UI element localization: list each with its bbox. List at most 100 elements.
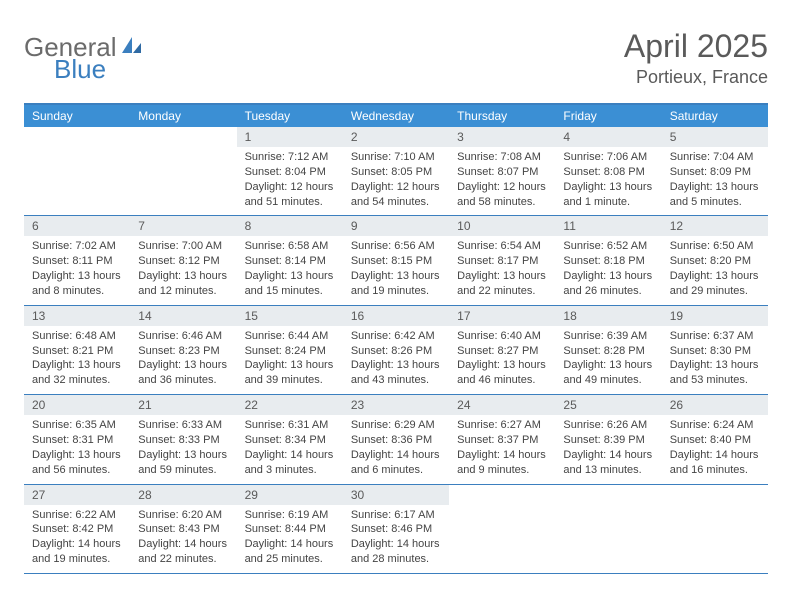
daylight-text: Daylight: 13 hours and 53 minutes.	[670, 358, 760, 388]
day-cell: 23Sunrise: 6:29 AMSunset: 8:36 PMDayligh…	[343, 395, 449, 483]
sunset-text: Sunset: 8:24 PM	[245, 344, 335, 359]
day-details: Sunrise: 6:27 AMSunset: 8:37 PMDaylight:…	[449, 415, 555, 483]
sunrise-text: Sunrise: 6:39 AM	[563, 329, 653, 344]
weeks-container: 1Sunrise: 7:12 AMSunset: 8:04 PMDaylight…	[24, 127, 768, 574]
daylight-text: Daylight: 13 hours and 22 minutes.	[457, 269, 547, 299]
daylight-text: Daylight: 14 hours and 22 minutes.	[138, 537, 228, 567]
day-cell: 21Sunrise: 6:33 AMSunset: 8:33 PMDayligh…	[130, 395, 236, 483]
sunset-text: Sunset: 8:42 PM	[32, 522, 122, 537]
day-number: 21	[130, 395, 236, 415]
sunset-text: Sunset: 8:31 PM	[32, 433, 122, 448]
sunset-text: Sunset: 8:11 PM	[32, 254, 122, 269]
sunrise-text: Sunrise: 6:46 AM	[138, 329, 228, 344]
sunset-text: Sunset: 8:46 PM	[351, 522, 441, 537]
sunrise-text: Sunrise: 6:44 AM	[245, 329, 335, 344]
day-cell: 14Sunrise: 6:46 AMSunset: 8:23 PMDayligh…	[130, 306, 236, 394]
day-number	[662, 485, 768, 505]
sunset-text: Sunset: 8:05 PM	[351, 165, 441, 180]
week-row: 27Sunrise: 6:22 AMSunset: 8:42 PMDayligh…	[24, 485, 768, 574]
day-details: Sunrise: 6:40 AMSunset: 8:27 PMDaylight:…	[449, 326, 555, 394]
day-details: Sunrise: 6:42 AMSunset: 8:26 PMDaylight:…	[343, 326, 449, 394]
day-details: Sunrise: 6:17 AMSunset: 8:46 PMDaylight:…	[343, 505, 449, 573]
daylight-text: Daylight: 12 hours and 54 minutes.	[351, 180, 441, 210]
day-cell: 29Sunrise: 6:19 AMSunset: 8:44 PMDayligh…	[237, 485, 343, 573]
day-cell: 3Sunrise: 7:08 AMSunset: 8:07 PMDaylight…	[449, 127, 555, 215]
daylight-text: Daylight: 13 hours and 36 minutes.	[138, 358, 228, 388]
sunset-text: Sunset: 8:17 PM	[457, 254, 547, 269]
sunrise-text: Sunrise: 6:19 AM	[245, 508, 335, 523]
day-details: Sunrise: 6:58 AMSunset: 8:14 PMDaylight:…	[237, 236, 343, 304]
day-number: 3	[449, 127, 555, 147]
empty-cell	[662, 485, 768, 573]
day-details: Sunrise: 7:12 AMSunset: 8:04 PMDaylight:…	[237, 147, 343, 215]
day-number: 16	[343, 306, 449, 326]
daylight-text: Daylight: 13 hours and 49 minutes.	[563, 358, 653, 388]
sunrise-text: Sunrise: 6:26 AM	[563, 418, 653, 433]
day-number: 11	[555, 216, 661, 236]
sunrise-text: Sunrise: 6:24 AM	[670, 418, 760, 433]
sunrise-text: Sunrise: 7:08 AM	[457, 150, 547, 165]
daylight-text: Daylight: 14 hours and 9 minutes.	[457, 448, 547, 478]
day-cell: 6Sunrise: 7:02 AMSunset: 8:11 PMDaylight…	[24, 216, 130, 304]
sunrise-text: Sunrise: 7:00 AM	[138, 239, 228, 254]
daylight-text: Daylight: 13 hours and 19 minutes.	[351, 269, 441, 299]
sunset-text: Sunset: 8:04 PM	[245, 165, 335, 180]
daylight-text: Daylight: 13 hours and 15 minutes.	[245, 269, 335, 299]
sunset-text: Sunset: 8:30 PM	[670, 344, 760, 359]
day-details: Sunrise: 7:06 AMSunset: 8:08 PMDaylight:…	[555, 147, 661, 215]
sunrise-text: Sunrise: 7:04 AM	[670, 150, 760, 165]
day-number: 18	[555, 306, 661, 326]
sunset-text: Sunset: 8:21 PM	[32, 344, 122, 359]
day-number	[555, 485, 661, 505]
day-number	[24, 127, 130, 147]
daylight-text: Daylight: 12 hours and 58 minutes.	[457, 180, 547, 210]
sunset-text: Sunset: 8:44 PM	[245, 522, 335, 537]
daylight-text: Daylight: 13 hours and 39 minutes.	[245, 358, 335, 388]
calendar-page: General April 2025 Portieux, France Blue…	[0, 0, 792, 574]
day-details: Sunrise: 6:24 AMSunset: 8:40 PMDaylight:…	[662, 415, 768, 483]
daylight-text: Daylight: 13 hours and 5 minutes.	[670, 180, 760, 210]
sunset-text: Sunset: 8:14 PM	[245, 254, 335, 269]
week-row: 1Sunrise: 7:12 AMSunset: 8:04 PMDaylight…	[24, 127, 768, 216]
day-cell: 24Sunrise: 6:27 AMSunset: 8:37 PMDayligh…	[449, 395, 555, 483]
sunrise-text: Sunrise: 6:52 AM	[563, 239, 653, 254]
sunrise-text: Sunrise: 6:27 AM	[457, 418, 547, 433]
day-number: 13	[24, 306, 130, 326]
day-details: Sunrise: 6:37 AMSunset: 8:30 PMDaylight:…	[662, 326, 768, 394]
weekday-header-row: SundayMondayTuesdayWednesdayThursdayFrid…	[24, 105, 768, 127]
day-cell: 19Sunrise: 6:37 AMSunset: 8:30 PMDayligh…	[662, 306, 768, 394]
day-number: 15	[237, 306, 343, 326]
day-cell: 25Sunrise: 6:26 AMSunset: 8:39 PMDayligh…	[555, 395, 661, 483]
sunset-text: Sunset: 8:36 PM	[351, 433, 441, 448]
day-details: Sunrise: 6:52 AMSunset: 8:18 PMDaylight:…	[555, 236, 661, 304]
day-details: Sunrise: 7:08 AMSunset: 8:07 PMDaylight:…	[449, 147, 555, 215]
sunset-text: Sunset: 8:26 PM	[351, 344, 441, 359]
sunset-text: Sunset: 8:20 PM	[670, 254, 760, 269]
sunrise-text: Sunrise: 6:48 AM	[32, 329, 122, 344]
sunrise-text: Sunrise: 7:02 AM	[32, 239, 122, 254]
daylight-text: Daylight: 14 hours and 3 minutes.	[245, 448, 335, 478]
weekday-saturday: Saturday	[662, 105, 768, 127]
sunrise-text: Sunrise: 6:40 AM	[457, 329, 547, 344]
sunrise-text: Sunrise: 6:22 AM	[32, 508, 122, 523]
weekday-thursday: Thursday	[449, 105, 555, 127]
day-cell: 20Sunrise: 6:35 AMSunset: 8:31 PMDayligh…	[24, 395, 130, 483]
day-details: Sunrise: 7:00 AMSunset: 8:12 PMDaylight:…	[130, 236, 236, 304]
day-number: 24	[449, 395, 555, 415]
daylight-text: Daylight: 13 hours and 59 minutes.	[138, 448, 228, 478]
sunrise-text: Sunrise: 6:31 AM	[245, 418, 335, 433]
sunset-text: Sunset: 8:33 PM	[138, 433, 228, 448]
day-number: 12	[662, 216, 768, 236]
day-details: Sunrise: 6:20 AMSunset: 8:43 PMDaylight:…	[130, 505, 236, 573]
day-details: Sunrise: 6:39 AMSunset: 8:28 PMDaylight:…	[555, 326, 661, 394]
sunset-text: Sunset: 8:07 PM	[457, 165, 547, 180]
day-cell: 26Sunrise: 6:24 AMSunset: 8:40 PMDayligh…	[662, 395, 768, 483]
day-details: Sunrise: 7:04 AMSunset: 8:09 PMDaylight:…	[662, 147, 768, 215]
weekday-wednesday: Wednesday	[343, 105, 449, 127]
daylight-text: Daylight: 13 hours and 12 minutes.	[138, 269, 228, 299]
day-number: 9	[343, 216, 449, 236]
day-cell: 7Sunrise: 7:00 AMSunset: 8:12 PMDaylight…	[130, 216, 236, 304]
day-cell: 13Sunrise: 6:48 AMSunset: 8:21 PMDayligh…	[24, 306, 130, 394]
day-cell: 18Sunrise: 6:39 AMSunset: 8:28 PMDayligh…	[555, 306, 661, 394]
sunrise-text: Sunrise: 6:37 AM	[670, 329, 760, 344]
